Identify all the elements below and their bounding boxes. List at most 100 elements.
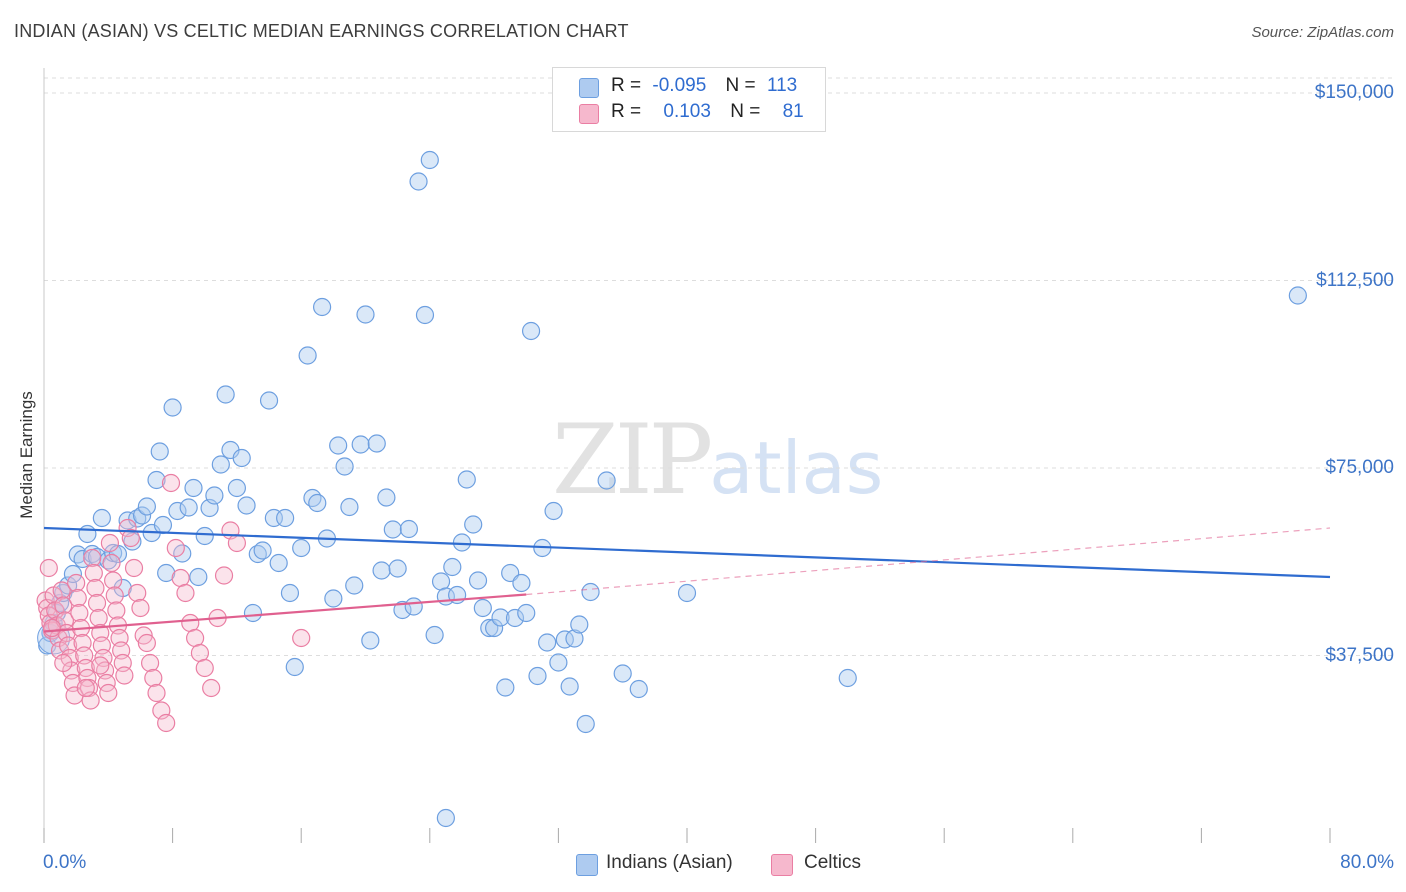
celtics-point <box>195 658 214 678</box>
indians-asian-point <box>629 679 648 699</box>
indians-asian-point <box>253 541 272 560</box>
indians-asian-point <box>147 470 166 490</box>
indians-asian-point <box>399 519 419 539</box>
indians-asian-point <box>420 150 439 170</box>
indians-asian-point <box>393 600 412 620</box>
source-credit[interactable]: Source: ZipAtlas.com <box>1251 24 1394 41</box>
legend-item-indians[interactable]: Indians (Asian) <box>576 852 733 876</box>
legend-r-label: R = <box>611 75 642 96</box>
indians-asian-point <box>83 544 102 564</box>
celtics-point <box>68 588 87 608</box>
indians-asian-point <box>452 533 472 552</box>
legend-label-indians: Indians (Asian) <box>606 852 733 873</box>
indians-asian-point <box>538 633 557 652</box>
celtics-point <box>99 683 118 703</box>
indians-asian-point <box>195 526 214 546</box>
indians-asian-point <box>457 470 476 489</box>
celtics-points <box>36 473 311 733</box>
celtics-trend-extension <box>526 527 1331 596</box>
celtics-point <box>54 653 73 673</box>
celtics-point <box>214 566 234 585</box>
celtics-point <box>186 628 205 648</box>
celtics-point <box>54 596 73 615</box>
celtics-point <box>84 563 103 583</box>
indians-asian-point <box>280 583 300 603</box>
celtics-point <box>161 473 181 493</box>
indians-asian-point <box>555 630 574 649</box>
indians-asian-point <box>132 506 152 525</box>
celtics-point <box>52 581 71 600</box>
legend-r-value: 0.103 <box>663 101 711 122</box>
indians-asian-point <box>443 557 462 577</box>
indians-asian-point <box>1288 286 1307 305</box>
watermark-zip: ZIP <box>552 404 713 516</box>
indians-asian-point <box>298 346 317 365</box>
indians-asian-point <box>838 668 857 688</box>
celtics-point <box>181 613 200 633</box>
celtics-point <box>140 653 160 673</box>
legend-item-celtics[interactable]: Celtics <box>771 852 862 876</box>
indians-asian-point <box>491 608 510 627</box>
indians-asian-point <box>468 571 488 590</box>
indians-asian-point <box>351 435 370 454</box>
indians-asian-point <box>512 573 531 593</box>
indians-asian-point <box>570 615 589 634</box>
indians-asian-point <box>232 448 251 468</box>
indians-asian-point <box>367 434 386 453</box>
indians-asian-point <box>211 455 230 474</box>
celtics-point <box>39 558 58 578</box>
indians-asian-point <box>259 391 279 410</box>
indians-asian-point <box>560 677 579 696</box>
celtics-point <box>147 683 166 703</box>
celtics-point <box>171 568 190 588</box>
indians-asian-point <box>248 544 267 564</box>
legend-n-label: N = <box>725 75 756 96</box>
celtics-point <box>76 678 95 698</box>
indians-asian-point <box>505 608 525 628</box>
celtics-point <box>70 603 89 623</box>
indians-asian-point <box>473 598 492 618</box>
indians-asian-point <box>292 538 311 558</box>
celtics-point <box>292 628 311 648</box>
celtics-point <box>157 713 176 733</box>
indians-asian-point <box>485 618 504 638</box>
indians-asian-point <box>78 524 97 544</box>
indians-asian-point <box>388 559 407 578</box>
indians-asian-point <box>157 563 176 583</box>
indians-asian-point <box>345 576 364 595</box>
indians-asian-point <box>303 488 322 508</box>
indians-asian-point <box>150 442 169 461</box>
indians-asian-point <box>205 486 224 505</box>
x-tick-label-min: 0.0% <box>43 852 87 873</box>
indians-asian-point <box>340 497 359 517</box>
indians-asian-point <box>216 385 235 404</box>
indians-asian-point <box>189 567 208 587</box>
indians-asian-point <box>677 583 697 603</box>
indians-asian-point <box>480 618 499 638</box>
indians-asian-point <box>308 493 327 513</box>
indians-asian-point <box>153 515 173 535</box>
celtics-point <box>121 528 140 548</box>
indians-asian-point <box>243 603 263 623</box>
celtics-point <box>100 533 120 553</box>
legend-r-value: -0.095 <box>652 75 707 96</box>
indians-asian-point <box>436 808 455 828</box>
legend-swatch-pink <box>579 104 599 124</box>
indians-asian-point <box>179 498 198 517</box>
indians-asian-trend-line <box>43 526 1331 579</box>
indians-asian-point <box>168 501 187 521</box>
indians-asian-point <box>409 172 428 191</box>
celtics-point <box>202 678 221 698</box>
legend-r-label: R = <box>611 101 642 122</box>
celtics-point <box>137 633 156 653</box>
indians-asian-point <box>361 631 380 650</box>
chart-title: INDIAN (ASIAN) VS CELTIC MEDIAN EARNINGS… <box>14 21 629 41</box>
legend-swatch-blue <box>576 854 598 876</box>
indians-asian-point <box>383 520 402 539</box>
x-tick-label-max: 80.0% <box>1340 852 1394 873</box>
indians-asian-point <box>128 509 147 528</box>
legend-swatch-pink <box>771 854 793 876</box>
celtics-trend-line <box>43 593 527 633</box>
legend-label-celtics: Celtics <box>804 852 862 873</box>
